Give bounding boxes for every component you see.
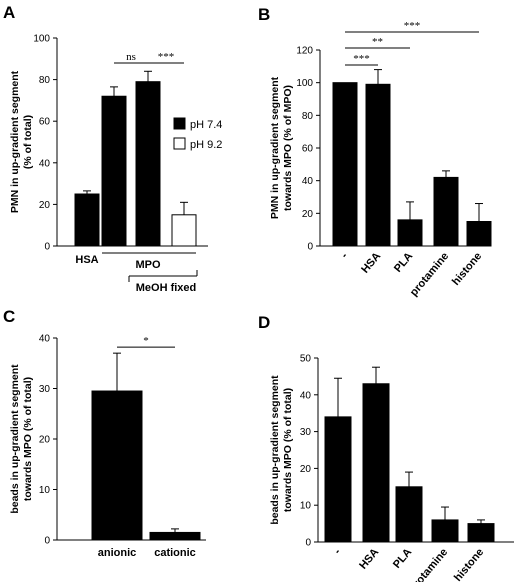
y-axis-label: towards MPO (% of total) [22, 377, 34, 501]
y-tick-label: 0 [307, 242, 313, 253]
y-tick-label: 10 [300, 501, 312, 512]
panel-B-chart: 0 20 40 60 80 100 120 PMN in up-gradient segmen… [269, 20, 492, 299]
bar [467, 523, 495, 543]
y-tick-label: 60 [39, 117, 51, 128]
bar [395, 486, 423, 543]
group-label: HSA [75, 254, 98, 266]
y-tick-label: 30 [39, 384, 51, 395]
y-axis-label: (% of total) [22, 115, 34, 169]
y-axis-label: towards MPO (% of MPO) [282, 85, 294, 211]
significance-label: ** [372, 36, 383, 48]
y-tick-label: 20 [302, 209, 314, 220]
group-label: MeOH fixed [136, 282, 197, 294]
y-axis-label: beads in up-gradient segment [269, 375, 281, 525]
bar [466, 221, 492, 247]
group-label: MPO [135, 259, 161, 271]
bar [433, 176, 459, 247]
y-tick-label: 20 [39, 200, 51, 211]
panel-B-letter: B [258, 5, 270, 24]
legend-swatch [173, 137, 186, 150]
bar [91, 390, 143, 541]
bar [397, 219, 423, 247]
x-tick-label: anionic [98, 547, 137, 559]
x-tick-label: cationic [154, 547, 196, 559]
significance-label: * [143, 335, 149, 347]
significance-label: *** [353, 53, 370, 65]
panel-D-chart: 0 10 20 30 40 50 beads in up-gradient segment t… [269, 354, 514, 582]
y-tick-label: 80 [39, 75, 51, 86]
y-tick-label: 80 [302, 111, 314, 122]
x-tick-label: histone [452, 546, 486, 582]
y-tick-label: 120 [296, 46, 313, 57]
bar [149, 531, 201, 541]
y-tick-label: 60 [302, 144, 314, 155]
x-tick-label: histone [450, 250, 484, 288]
x-tick-label: HSA [357, 546, 381, 572]
bar [101, 95, 127, 247]
y-tick-label: 40 [39, 158, 51, 169]
x-tick-label: - [339, 250, 351, 261]
bar [74, 193, 100, 247]
legend-swatch [173, 117, 186, 130]
y-tick-label: 0 [44, 242, 50, 253]
x-tick-label: protamine [407, 546, 450, 582]
significance-label: *** [158, 51, 175, 63]
y-tick-label: 0 [44, 536, 50, 547]
y-tick-label: 40 [302, 176, 314, 187]
y-axis-label: towards MPO (% of total) [282, 388, 294, 512]
y-tick-label: 20 [300, 464, 312, 475]
bar [171, 214, 197, 247]
panel-A-letter: A [3, 3, 15, 22]
y-tick-label: 30 [300, 427, 312, 438]
bar [324, 416, 352, 543]
y-axis-label: PMN in up-gradient segment [269, 76, 281, 219]
y-tick-label: 50 [300, 354, 312, 365]
x-tick-label: PLA [392, 250, 415, 275]
bar [365, 83, 391, 247]
y-axis-label: beads in up-gradient segment [9, 364, 21, 514]
panel-A-chart: 0 20 40 60 80 100 PMN in up-gradient segment (%… [9, 34, 222, 295]
y-tick-label: 10 [39, 485, 51, 496]
panel-D-letter: D [258, 313, 270, 332]
legend-label: pH 9.2 [190, 139, 222, 151]
y-tick-label: 20 [39, 435, 51, 446]
x-tick-label: - [332, 546, 344, 557]
x-tick-label: HSA [359, 250, 383, 276]
y-tick-label: 40 [300, 390, 312, 401]
significance-label: ns [126, 51, 136, 63]
panel-C-chart: 0 10 20 30 40 beads in up-gradient segment tow… [9, 334, 206, 559]
legend-label: pH 7.4 [190, 119, 222, 131]
bar [362, 383, 390, 543]
bar [431, 519, 459, 543]
significance-label: *** [404, 20, 421, 32]
x-tick-label: PLA [391, 546, 414, 571]
panel-C-letter: C [3, 307, 15, 326]
bar [332, 82, 358, 247]
y-tick-label: 100 [33, 34, 50, 45]
y-tick-label: 0 [305, 538, 311, 549]
y-axis-label: PMN in up-gradient segment [9, 70, 21, 213]
y-tick-label: 100 [296, 78, 313, 89]
bar [135, 81, 161, 247]
y-tick-label: 40 [39, 334, 51, 345]
